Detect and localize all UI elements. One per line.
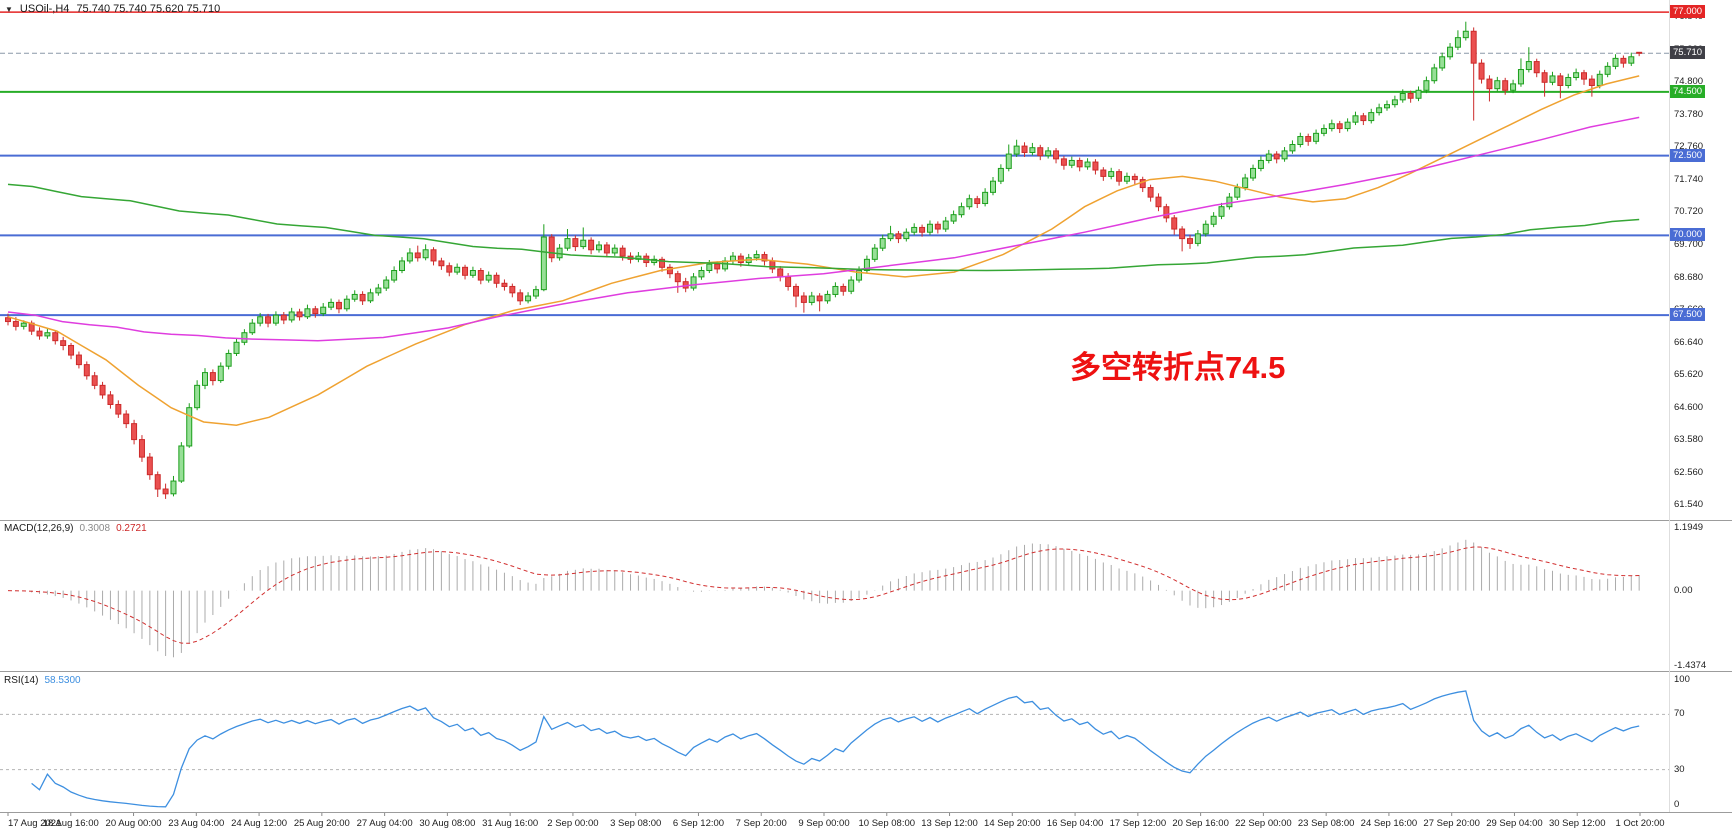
symbol-period: USOil-,H4 xyxy=(19,3,70,15)
time-axis-label: 25 Aug 20:00 xyxy=(293,818,350,829)
price-axis-label: 66.640 xyxy=(1674,336,1704,348)
price-axis-label: 69.700 xyxy=(1674,238,1704,250)
time-axis-label: 2 Sep 00:00 xyxy=(547,818,599,829)
time-axis-label: 30 Aug 08:00 xyxy=(419,818,476,829)
time-axis-label: 20 Sep 16:00 xyxy=(1172,818,1229,829)
time-axis-label: 13 Sep 12:00 xyxy=(921,818,978,829)
price-axis-label: 62.560 xyxy=(1674,466,1704,478)
price-axis-label: 65.620 xyxy=(1674,369,1704,381)
price-axis-label: 68.680 xyxy=(1674,271,1704,283)
price-axis-label: 70.720 xyxy=(1674,206,1704,218)
rsi-axis-label: 30 xyxy=(1674,763,1685,775)
rsi-value: 58.5300 xyxy=(44,675,81,686)
time-axis-label: 17 Aug 2021 xyxy=(8,818,62,829)
rsi-name: RSI(14) xyxy=(4,675,39,686)
price-axis-label: 63.580 xyxy=(1674,434,1704,446)
price-axis-badge: 70.000 xyxy=(1670,228,1706,242)
macd-signal-value: 0.2721 xyxy=(116,523,147,534)
time-axis-label: 18 Aug 16:00 xyxy=(42,818,99,829)
price-axis-badge: 75.710 xyxy=(1670,46,1706,60)
macd-axis-label: 0.00 xyxy=(1674,584,1693,596)
time-axis-label: 17 Sep 12:00 xyxy=(1109,818,1167,829)
time-axis-label: 24 Sep 16:00 xyxy=(1360,818,1418,829)
price-axis-badge: 72.500 xyxy=(1670,148,1706,162)
macd-main-value: 0.3008 xyxy=(79,523,111,534)
time-axis-label: 9 Sep 00:00 xyxy=(798,818,850,829)
price-axis-label: 73.780 xyxy=(1674,108,1704,120)
time-axis-label: 14 Sep 20:00 xyxy=(984,818,1041,829)
time-axis-label: 30 Sep 12:00 xyxy=(1548,818,1606,829)
time-axis-label: 22 Sep 00:00 xyxy=(1235,818,1292,829)
time-axis-label: 29 Sep 04:00 xyxy=(1486,818,1543,829)
time-axis-label: 27 Aug 04:00 xyxy=(356,818,413,829)
macd-axis-label: 1.1949 xyxy=(1674,522,1704,533)
time-axis-label: 1 Oct 20:00 xyxy=(1615,818,1665,829)
macd-indicator-label: MACD(12,26,9) 0.3008 0.2721 xyxy=(4,523,147,534)
price-axis-badge: 74.500 xyxy=(1670,84,1706,98)
rsi-indicator-label: RSI(14) 58.5300 xyxy=(4,675,81,686)
symbol-info-bar: ▼ USOil-,H4 75.740 75.740 75.620 75.710 xyxy=(5,3,220,15)
price-axis-label: 71.740 xyxy=(1674,173,1704,185)
rsi-axis-label: 70 xyxy=(1674,708,1685,720)
chart-menu-icon[interactable]: ▼ xyxy=(5,4,13,14)
macd-name: MACD(12,26,9) xyxy=(4,523,74,534)
time-axis-label: 24 Aug 12:00 xyxy=(231,818,288,829)
time-axis-label: 27 Sep 20:00 xyxy=(1423,818,1480,829)
price-axis-label: 61.540 xyxy=(1674,499,1704,511)
time-axis-label: 6 Sep 12:00 xyxy=(672,818,725,829)
time-axis-label: 16 Sep 04:00 xyxy=(1046,818,1104,829)
price-axis-label: 74.800 xyxy=(1674,76,1704,88)
ohlc-values: 75.740 75.740 75.620 75.710 xyxy=(76,3,221,15)
time-axis-label: 3 Sep 08:00 xyxy=(610,818,662,829)
macd-axis-label: -1.4374 xyxy=(1674,660,1707,671)
rsi-axis-label: 100 xyxy=(1674,674,1690,685)
time-axis-label: 7 Sep 20:00 xyxy=(735,818,787,829)
price-axis-badge: 77.000 xyxy=(1670,5,1706,19)
price-axis-label: 64.600 xyxy=(1674,401,1704,413)
chart-annotation: 多空转折点74.5 xyxy=(1070,350,1286,385)
price-axis-label: 72.760 xyxy=(1674,141,1704,153)
time-axis-label: 23 Sep 08:00 xyxy=(1297,818,1355,829)
time-axis-label: 20 Aug 00:00 xyxy=(105,818,162,829)
price-axis-badge: 67.500 xyxy=(1670,308,1706,322)
rsi-axis-label: 0 xyxy=(1674,799,1680,810)
time-axis-label: 10 Sep 08:00 xyxy=(858,818,916,829)
time-axis-label: 23 Aug 04:00 xyxy=(168,818,225,829)
time-axis-label: 31 Aug 16:00 xyxy=(482,818,539,829)
